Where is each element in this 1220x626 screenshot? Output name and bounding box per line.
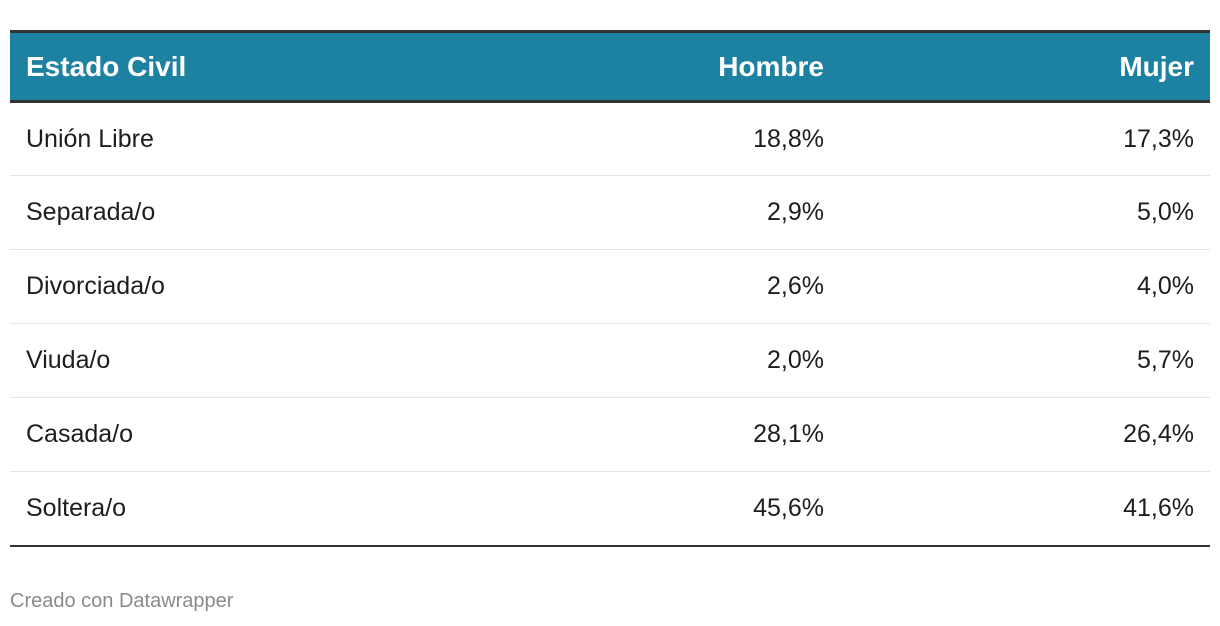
data-table: Estado Civil Hombre Mujer Unión Libre 18… <box>10 30 1210 547</box>
cell-mujer: 5,0% <box>840 175 1210 250</box>
header-estado-civil: Estado Civil <box>10 30 480 103</box>
cell-hombre: 18,8% <box>480 101 840 176</box>
cell-estado-civil: Casada/o <box>10 397 480 472</box>
cell-hombre: 28,1% <box>480 397 840 472</box>
cell-hombre: 2,6% <box>480 249 840 324</box>
cell-estado-civil: Separada/o <box>10 175 480 250</box>
cell-estado-civil: Viuda/o <box>10 323 480 398</box>
table-row: Viuda/o 2,0% 5,7% <box>10 323 1210 398</box>
cell-estado-civil: Soltera/o <box>10 471 480 547</box>
table-row: Unión Libre 18,8% 17,3% <box>10 101 1210 176</box>
table-row: Divorciada/o 2,6% 4,0% <box>10 249 1210 324</box>
cell-mujer: 41,6% <box>840 471 1210 547</box>
cell-hombre: 2,9% <box>480 175 840 250</box>
cell-mujer: 4,0% <box>840 249 1210 324</box>
cell-mujer: 26,4% <box>840 397 1210 472</box>
table-row: Casada/o 28,1% 26,4% <box>10 397 1210 472</box>
cell-hombre: 45,6% <box>480 471 840 547</box>
data-table-container: Estado Civil Hombre Mujer Unión Libre 18… <box>10 30 1210 547</box>
table-body: Unión Libre 18,8% 17,3% Separada/o 2,9% … <box>10 101 1210 547</box>
header-hombre: Hombre <box>480 30 840 103</box>
cell-mujer: 17,3% <box>840 101 1210 176</box>
datawrapper-credit: Creado con Datawrapper <box>10 590 234 612</box>
cell-estado-civil: Unión Libre <box>10 101 480 176</box>
table-row: Soltera/o 45,6% 41,6% <box>10 471 1210 547</box>
table-row: Separada/o 2,9% 5,0% <box>10 175 1210 250</box>
cell-mujer: 5,7% <box>840 323 1210 398</box>
cell-estado-civil: Divorciada/o <box>10 249 480 324</box>
cell-hombre: 2,0% <box>480 323 840 398</box>
table-header: Estado Civil Hombre Mujer <box>10 30 1210 103</box>
header-row: Estado Civil Hombre Mujer <box>10 30 1210 103</box>
header-mujer: Mujer <box>840 30 1210 103</box>
